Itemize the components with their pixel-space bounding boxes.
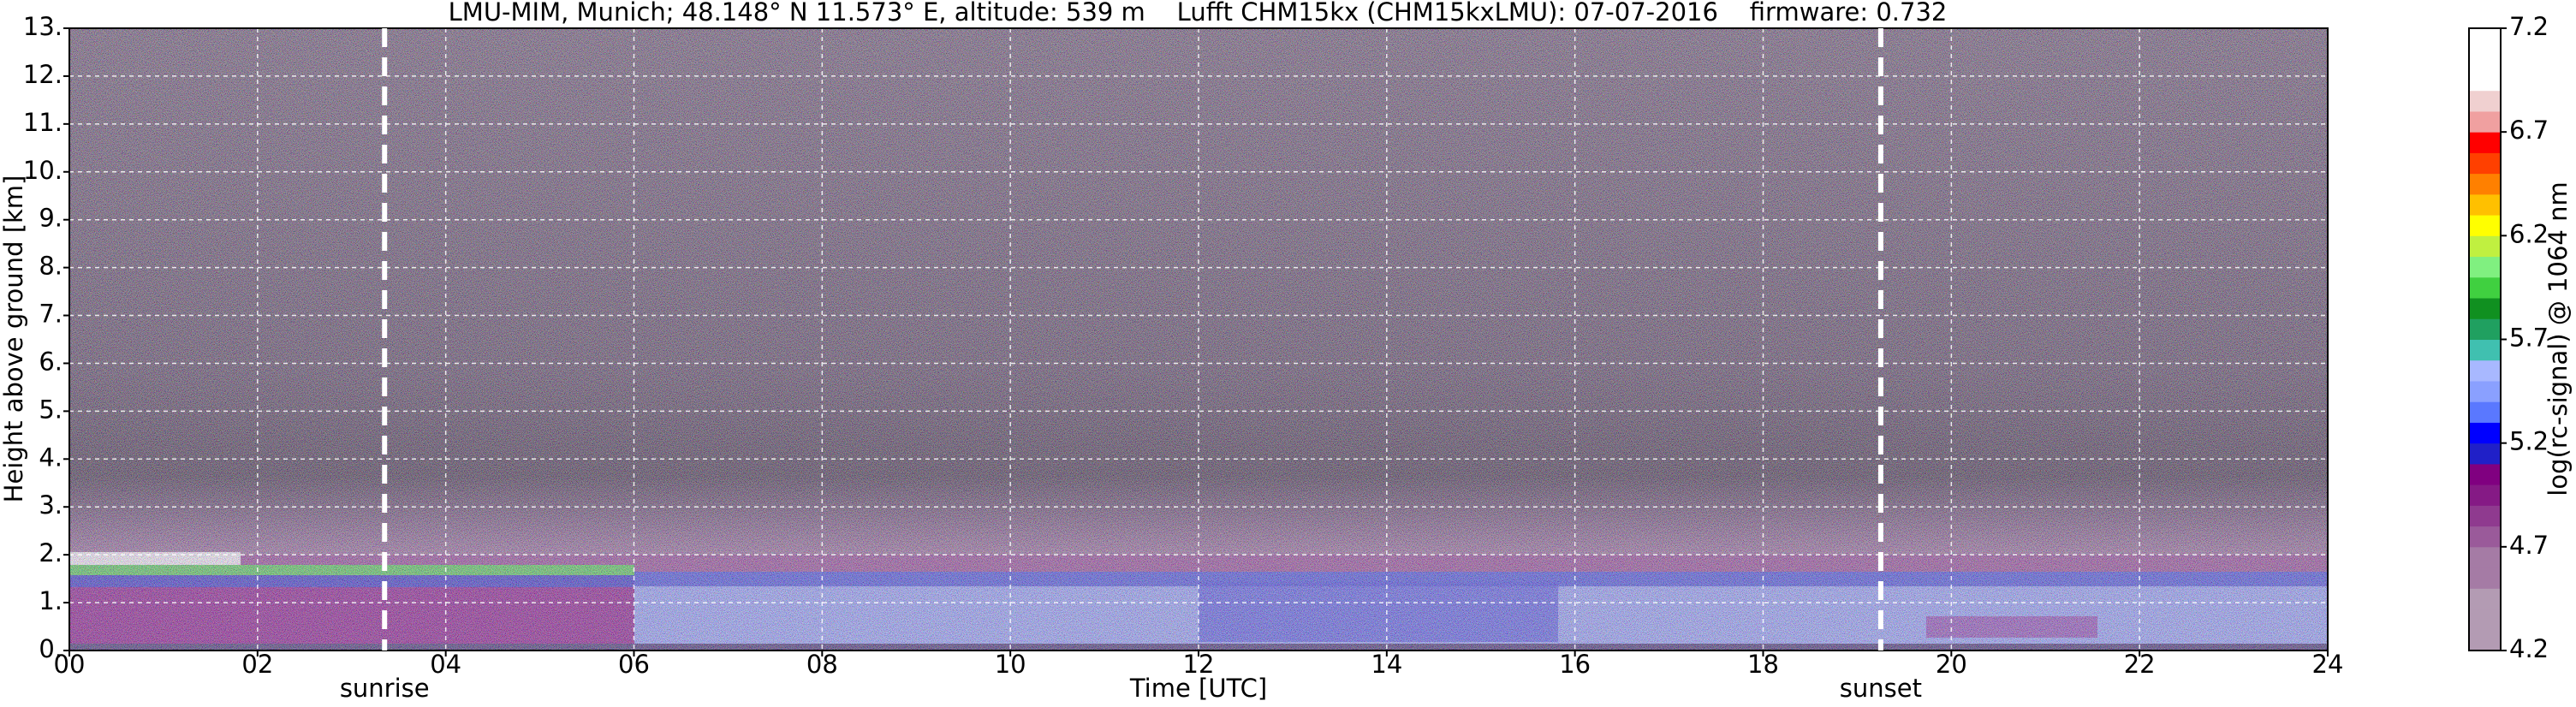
colorbar-bin [2469, 69, 2501, 92]
y-tick-label: 1. [39, 586, 62, 615]
colorbar-bin [2469, 298, 2501, 319]
colorbar-bin [2469, 567, 2501, 589]
colorbar-bin [2469, 256, 2501, 278]
y-tick-label: 6. [39, 347, 62, 376]
y-tick-label: 5. [39, 395, 62, 424]
x-axis-label: Time [UTC] [1129, 674, 1267, 703]
y-axis-label: Height above ground [km] [0, 175, 28, 503]
chart-title: LMU-MIM, Munich; 48.148° N 11.573° E, al… [449, 0, 1948, 27]
x-tick-label: 12 [1183, 650, 1215, 679]
x-tick-label: 18 [1747, 650, 1779, 679]
colorbar-tick-label: 6.2 [2509, 219, 2549, 248]
colorbar-bin [2469, 422, 2501, 444]
annotation-label: sunrise [340, 674, 430, 703]
y-tick-label: 2. [39, 538, 62, 567]
y-tick-label: 7. [39, 300, 62, 329]
colorbar-bin [2469, 110, 2501, 133]
y-tick-label: 4. [39, 443, 62, 472]
colorbar-bin [2469, 152, 2501, 175]
x-tick-label: 04 [430, 650, 461, 679]
colorbar-bin [2469, 484, 2501, 506]
y-tick-label: 3. [39, 490, 62, 520]
x-tick-label: 00 [54, 650, 86, 679]
colorbar-bin [2469, 380, 2501, 402]
colorbar-bin [2469, 609, 2501, 631]
colorbar-label: log(rc-signal) @ 1064 nm [2543, 181, 2573, 496]
colorbar-bin [2469, 318, 2501, 340]
colorbar-bin [2469, 588, 2501, 610]
y-tick-label: 13. [23, 12, 62, 41]
colorbar-tick-label: 4.7 [2509, 531, 2549, 560]
colorbar-bin [2469, 28, 2501, 50]
x-tick-label: 08 [806, 650, 838, 679]
colorbar-bin [2469, 546, 2501, 568]
y-tick-label: 11. [23, 108, 62, 137]
x-tick-label: 20 [1936, 650, 1967, 679]
colorbar-tick-label: 7.2 [2509, 12, 2549, 41]
colorbar-tick-label: 4.2 [2509, 634, 2549, 663]
colorbar-bin [2469, 173, 2501, 195]
colorbar-bin [2469, 276, 2501, 299]
x-tick-label: 02 [241, 650, 273, 679]
x-tick-label: 16 [1559, 650, 1591, 679]
x-tick-label: 24 [2312, 650, 2344, 679]
colorbar-bin [2469, 401, 2501, 423]
colorbar-bin [2469, 193, 2501, 216]
colorbar-bin [2469, 505, 2501, 527]
x-tick-label: 22 [2124, 650, 2156, 679]
colorbar-bin [2469, 463, 2501, 485]
colorbar-bin [2469, 90, 2501, 112]
colorbar-tick-label: 5.7 [2509, 324, 2549, 353]
colorbar-bin [2469, 215, 2501, 236]
colorbar-bin [2469, 235, 2501, 258]
x-tick-label: 10 [995, 650, 1026, 679]
colorbar-bin [2469, 49, 2501, 70]
colorbar-tick-label: 6.7 [2509, 116, 2549, 145]
colorbar-bin [2469, 132, 2501, 153]
colorbar-bin [2469, 526, 2501, 548]
y-tick-label: 8. [39, 252, 62, 281]
colorbar-bin [2469, 629, 2501, 651]
x-tick-label: 06 [618, 650, 650, 679]
colorbar-bin [2469, 359, 2501, 382]
y-tick-label: 12. [23, 60, 62, 89]
colorbar-bin [2469, 339, 2501, 361]
x-tick-label: 14 [1371, 650, 1402, 679]
y-tick-label: 9. [39, 204, 62, 233]
colorbar-bin [2469, 443, 2501, 465]
y-tick-label: 0. [39, 634, 62, 663]
annotation-label: sunset [1840, 674, 1922, 703]
colorbar-tick-label: 5.2 [2509, 427, 2549, 456]
y-tick-label: 10. [23, 156, 62, 185]
